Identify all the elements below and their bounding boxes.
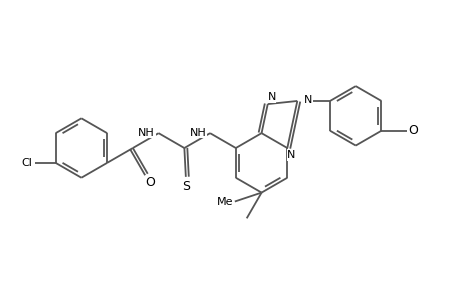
Text: O: O <box>408 124 418 137</box>
Text: NH: NH <box>190 128 206 138</box>
Text: O: O <box>145 176 154 189</box>
Text: N: N <box>286 150 295 160</box>
Text: Cl: Cl <box>21 158 32 168</box>
Text: N: N <box>303 95 312 105</box>
Text: NH: NH <box>138 128 155 138</box>
Text: Me: Me <box>216 196 233 206</box>
Text: S: S <box>182 180 190 193</box>
Text: N: N <box>267 92 275 102</box>
